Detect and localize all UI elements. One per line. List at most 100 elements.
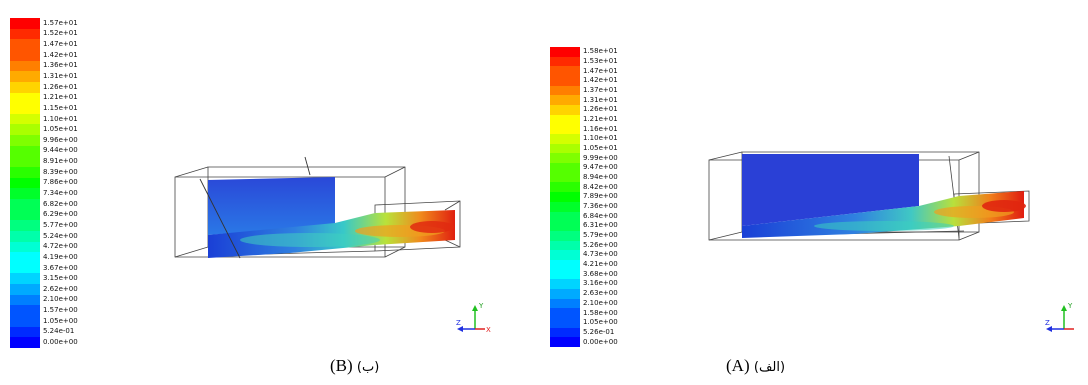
legend-tick-label: 4.19e+00	[43, 252, 78, 261]
legend-tick-label: 1.37e+01	[583, 85, 618, 94]
legend-swatch	[550, 230, 580, 242]
legend-swatch	[550, 317, 580, 329]
legend-tick-label: 3.16e+00	[583, 279, 618, 288]
caption-a-persian: (الف)	[753, 360, 786, 375]
legend-tick-label: 1.58e+00	[583, 308, 618, 317]
legend-tick-label: 8.42e+00	[583, 182, 618, 191]
legend-tick-label: 1.57e+00	[43, 306, 78, 315]
caption-b: (B) (ب)	[330, 356, 379, 376]
legend-swatch	[10, 71, 40, 83]
legend-tick-label: 1.21e+01	[583, 114, 618, 123]
legend-swatch	[550, 221, 580, 232]
legend-swatch	[550, 85, 580, 96]
legend-tick-label: 1.47e+01	[583, 66, 618, 75]
legend-tick-label: 1.21e+01	[43, 93, 78, 102]
legend-tick-label: 2.62e+00	[43, 284, 78, 293]
legend-tick-label: 1.58e+01	[583, 47, 618, 56]
legend-b: 1.57e+01 1.52e+01 1.47e+01 1.42e+01 1.36e+01…	[10, 18, 100, 349]
legend-swatch	[550, 240, 580, 251]
legend-swatch	[550, 95, 580, 106]
legend-swatch	[550, 288, 580, 300]
legend-swatch	[550, 259, 580, 271]
legend-swatch	[550, 76, 580, 87]
legend-tick-label: 3.68e+00	[583, 269, 618, 278]
legend-tick-label: 1.05e+00	[583, 318, 618, 327]
legend-swatch	[10, 156, 40, 168]
legend-tick-label: 6.84e+00	[583, 211, 618, 220]
legend-tick-label: 1.42e+01	[583, 76, 618, 85]
legend-swatch	[550, 134, 580, 145]
axis-label-y-a: Y	[1067, 302, 1073, 310]
legend-tick-label: 1.57e+01	[43, 18, 78, 27]
legend-tick-label: 1.10e+01	[43, 114, 78, 123]
legend-tick-label: 1.36e+01	[43, 61, 78, 70]
legend-swatch	[550, 124, 580, 135]
legend-swatch	[10, 230, 40, 243]
legend-tick-label: 9.44e+00	[43, 146, 78, 155]
panel-a: 1.58e+01 1.53e+01 1.47e+01 1.42e+01 1.37e+01…	[544, 0, 1088, 375]
legend-tick-label: 9.99e+00	[583, 153, 618, 162]
legend-swatch	[10, 284, 40, 296]
axes-triad-b: Y Z X	[456, 302, 491, 334]
contour-region-upper-b	[208, 177, 335, 235]
legend-tick-label: 2.10e+00	[583, 298, 618, 307]
panel-b: 1.57e+01 1.52e+01 1.47e+01 1.42e+01 1.36e+01…	[0, 0, 544, 375]
legend-tick-label: 1.05e+01	[583, 144, 618, 152]
legend-tick-label: 2.63e+00	[583, 289, 618, 298]
legend-swatch	[10, 326, 40, 338]
legend-swatch	[10, 92, 40, 104]
legend-tick-label: 6.82e+00	[43, 199, 78, 208]
legend-tick-label: 1.16e+01	[583, 124, 618, 133]
legend-swatch	[550, 182, 580, 193]
legend-tick-label: 1.42e+01	[43, 50, 78, 59]
legend-swatch	[550, 327, 580, 338]
legend-swatch	[550, 308, 580, 319]
legend-tick-label: 9.47e+00	[583, 163, 618, 172]
legend-swatch	[10, 209, 40, 221]
legend-swatch	[550, 66, 580, 77]
legend-swatch	[10, 113, 40, 125]
legend-tick-label: 6.31e+00	[583, 221, 618, 230]
legend-swatch	[10, 124, 40, 136]
legend-tick-label: 9.96e+00	[43, 135, 78, 144]
legend-swatch	[10, 220, 40, 232]
axis-label-z-b: Z	[456, 319, 461, 327]
legend-tick-label: 1.53e+01	[583, 56, 618, 65]
legend-swatch	[550, 269, 580, 280]
legend-tick-label: 6.29e+00	[43, 210, 78, 219]
legend-swatch	[10, 337, 40, 349]
caption-a: (A) (الف)	[726, 356, 785, 376]
legend-tick-label: 3.67e+00	[43, 263, 78, 272]
legend-swatch	[10, 252, 40, 264]
legend-swatch	[550, 298, 580, 309]
caption-a-latin: (A)	[726, 356, 750, 375]
legend-tick-label: 1.26e+01	[583, 105, 618, 114]
legend-tick-label: 2.10e+00	[43, 295, 78, 304]
legend-tick-label: 1.05e+01	[43, 125, 78, 134]
legend-swatch	[550, 211, 580, 222]
axes-triad-a: Y Z	[1045, 302, 1074, 332]
legend-tick-label: 5.26e+00	[583, 240, 618, 249]
legend-tick-label: 5.79e+00	[583, 231, 618, 240]
legend-swatch	[550, 105, 580, 116]
legend-tick-label: 1.31e+01	[583, 95, 618, 104]
legend-swatch	[550, 114, 580, 125]
velocity-contour-b	[174, 156, 461, 259]
legend-tick-label: 1.26e+01	[43, 82, 78, 91]
legend-swatch	[550, 143, 580, 154]
legend-tick-label: 5.24e+00	[43, 231, 78, 240]
legend-tick-label: 1.47e+01	[43, 40, 78, 48]
legend-swatch	[550, 153, 580, 164]
legend-swatch	[10, 273, 40, 285]
legend-a: 1.58e+01 1.53e+01 1.47e+01 1.42e+01 1.37e+01…	[550, 47, 640, 348]
legend-swatch	[10, 167, 40, 179]
legend-swatch	[10, 177, 40, 189]
legend-swatch	[550, 250, 580, 261]
legend-tick-label: 5.77e+00	[43, 220, 78, 229]
legend-swatch	[550, 192, 580, 203]
legend-swatch	[10, 18, 40, 30]
legend-swatch	[10, 81, 40, 93]
legend-swatch	[10, 316, 40, 328]
legend-tick-label: 0.00e+00	[583, 337, 618, 346]
legend-tick-label: 8.94e+00	[583, 173, 618, 182]
